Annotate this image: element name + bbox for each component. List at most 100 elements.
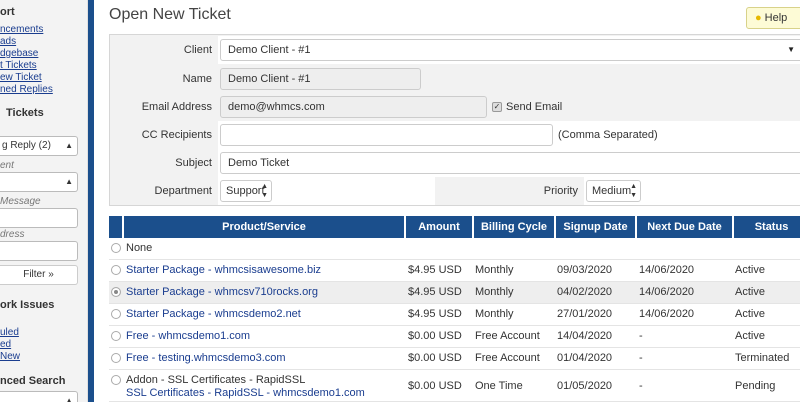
sidebar: ort ncements ads dgebase t Tickets ew Ti… [0,0,88,402]
department-select[interactable]: Support ▲ ▼ [220,180,272,202]
sidebar-heading-support: ort [0,6,15,18]
client-label: Client [183,44,212,56]
addon-parent-link[interactable]: SSL Certificates - RapidSSL - whmcsdemo1… [126,387,365,399]
signup-cell: 14/04/2020 [557,330,613,342]
sidebar-link-knowledgebase[interactable]: dgebase [0,48,39,59]
send-email-label: Send Email [506,101,563,113]
name-row: Name Demo Client - #1 [110,65,800,93]
updown-arrow-icon: ▲▼ [261,183,268,199]
table-row[interactable]: Free - whmcsdemo1.com $0.00 USD Free Acc… [109,326,800,348]
header-next-due-date[interactable]: Next Due Date [637,216,732,238]
email-field[interactable]: demo@whmcs.com [220,96,487,118]
status-cell: Terminated [735,352,790,364]
message-filter-input[interactable] [0,208,78,228]
subject-label: Subject [175,157,212,169]
table-row[interactable]: Free - testing.whmcsdemo3.com $0.00 USD … [109,348,800,370]
sidebar-link-downloads[interactable]: ads [0,36,17,47]
cycle-cell: Free Account [475,352,540,364]
signup-cell: 04/02/2020 [557,286,613,298]
sidebar-heading-tickets: Tickets [6,107,44,119]
radio-button[interactable] [111,331,121,341]
addon-product-name: Addon - SSL Certificates - RapidSSL [126,374,306,386]
radio-button[interactable] [111,353,121,363]
cc-row: CC Recipients (Comma Separated) [110,121,800,149]
product-link[interactable]: Starter Package - whmcsisawesome.biz [126,264,322,276]
signup-cell: 09/03/2020 [557,264,613,276]
sidebar-link-predefined-replies[interactable]: ned Replies [0,84,53,95]
due-cell: 14/06/2020 [639,308,695,320]
status-cell: Active [735,330,765,342]
ticket-form: Client Demo Client - #1 ▼ Name Demo Clie… [109,34,800,206]
updown-arrow-icon: ▲▼ [630,183,637,199]
sidebar-link-resolved[interactable]: ed [0,339,12,350]
sidebar-link-support-tickets[interactable]: t Tickets [0,60,37,71]
client-select[interactable]: Demo Client - #1 ▼ [220,39,800,61]
advanced-search-select[interactable]: ▲ [0,391,78,402]
status-cell: Active [735,308,765,320]
address-filter-input[interactable] [0,241,78,261]
cc-hint: (Comma Separated) [558,129,658,141]
sidebar-message-label: Message [0,196,41,207]
header-status[interactable]: Status [734,216,800,238]
header-billing-cycle[interactable]: Billing Cycle [474,216,554,238]
due-cell: 14/06/2020 [639,264,695,276]
status-cell: Pending [735,380,776,392]
ticket-status-select[interactable]: g Reply (2) ▲▼ [0,136,78,156]
sidebar-link-open-new-ticket[interactable]: ew Ticket [0,72,42,83]
sidebar-heading-network-issues: ork Issues [0,299,55,311]
sidebar-link-new[interactable]: New [0,351,21,362]
amount-cell: $4.95 USD [408,286,462,298]
send-email-checkbox[interactable]: ✓ [492,102,502,112]
updown-arrow-icon: ▲▼ [65,141,73,150]
cycle-cell: Monthly [475,264,514,276]
header-signup-date[interactable]: Signup Date [556,216,635,238]
due-cell: 14/06/2020 [639,286,695,298]
product-link[interactable]: Free - testing.whmcsdemo3.com [126,352,286,364]
product-link[interactable]: Starter Package - whmcsv710rocks.org [126,286,318,298]
department-row: Department Support ▲ ▼ Priority Medium ▲ ▼ [110,177,800,205]
radio-button[interactable] [111,287,121,297]
status-cell: Active [735,264,765,276]
table-row[interactable]: Starter Package - whmcsdemo2.net $4.95 U… [109,304,800,326]
cycle-cell: Free Account [475,330,540,342]
email-label: Email Address [141,101,212,113]
product-link[interactable]: Starter Package - whmcsdemo2.net [126,308,301,320]
radio-button[interactable] [111,309,121,319]
sidebar-link-announcements[interactable]: ncements [0,24,44,35]
amount-cell: $0.00 USD [408,330,462,342]
subject-input[interactable]: Demo Ticket [220,152,800,174]
header-product[interactable]: Product/Service [124,216,404,238]
sidebar-link-scheduled[interactable]: uled [0,327,19,338]
table-header: Product/Service Amount Billing Cycle Sig… [109,216,800,238]
radio-button[interactable] [111,243,121,253]
client-filter-select[interactable]: ▲▼ [0,172,78,192]
client-row: Client Demo Client - #1 ▼ [110,36,800,64]
help-button[interactable]: ● Help [746,7,800,29]
priority-select[interactable]: Medium ▲ ▼ [586,180,641,202]
page-title: Open New Ticket [109,6,231,23]
none-label: None [126,242,153,254]
chevron-down-icon: ▼ [787,45,795,54]
name-field[interactable]: Demo Client - #1 [220,68,421,90]
sidebar-divider [88,0,94,402]
amount-cell: $4.95 USD [408,308,462,320]
due-cell: - [639,352,643,364]
cc-label: CC Recipients [141,129,212,141]
cc-recipients-input[interactable] [220,124,553,146]
header-amount[interactable]: Amount [406,216,472,238]
department-label: Department [154,185,212,197]
updown-arrow-icon: ▲▼ [65,177,73,186]
table-row[interactable]: Starter Package - whmcsisawesome.biz $4.… [109,260,800,282]
filter-button[interactable]: Filter » [0,265,78,285]
signup-cell: 01/04/2020 [557,352,613,364]
email-row: Email Address demo@whmcs.com ✓ Send Emai… [110,93,800,121]
radio-button[interactable] [111,265,121,275]
table-row[interactable]: Starter Package - whmcsv710rocks.org $4.… [109,282,800,304]
radio-button[interactable] [111,375,121,385]
sidebar-heading-advanced-search: nced Search [0,375,66,387]
sidebar-client-label: ent [0,160,14,171]
product-link[interactable]: Free - whmcsdemo1.com [126,330,251,342]
table-row[interactable]: Addon - SSL Certificates - RapidSSL SSL … [109,370,800,402]
lightbulb-icon: ● [755,12,762,24]
table-row-none[interactable]: None [109,238,800,260]
